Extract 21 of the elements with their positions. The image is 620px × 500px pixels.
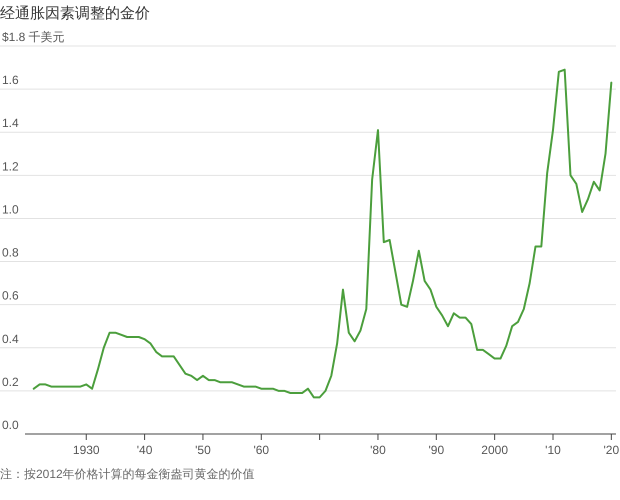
y-tick-label: 0.0 [2,418,20,432]
x-tick-label: '60 [253,443,270,457]
y-tick-label: 0.8 [2,246,20,260]
x-tick-label: '40 [136,443,153,457]
x-tick-label: '90 [428,443,444,457]
x-tick-label: 2000 [481,443,508,457]
y-tick-label: 0.6 [2,288,20,303]
x-tick-label: '80 [370,443,386,457]
y-tick-label: 1.4 [2,116,20,130]
y-tick-label: 0.2 [2,374,20,389]
y-tick-label: $1.8 千美元 [2,30,65,44]
chart-title: 经通胀因素调整的金价 [0,5,150,22]
text: 注：按2012年价格计算的每金衡盎司黄金的价值 [0,467,255,481]
y-tick-label: 1.6 [2,73,20,88]
x-tick-label: '50 [195,443,212,457]
x-tick-label: '10 [545,443,562,457]
y-tick-label: 1.2 [2,159,20,174]
y-tick-label: 1.0 [2,202,20,216]
x-tick-label: 1930 [72,443,100,457]
x-tick-label: '20 [604,443,620,457]
y-tick-label: 0.4 [2,332,20,346]
